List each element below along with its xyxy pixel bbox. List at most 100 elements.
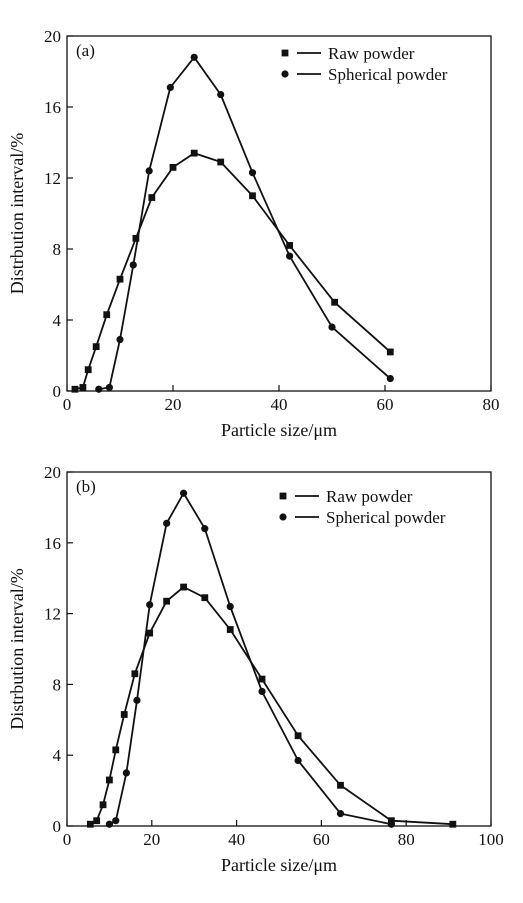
x-tick-label: 20 bbox=[165, 395, 182, 414]
data-point-circle bbox=[116, 335, 124, 344]
series-line-spherical bbox=[98, 56, 391, 391]
data-point-square bbox=[84, 366, 92, 374]
chart-panel-b: 0 20 40 60 80 100 0 4 8 12 16 20 Particle size/μm Dis… bbox=[7, 463, 504, 875]
data-point-square bbox=[106, 776, 113, 784]
data-point-circle bbox=[105, 383, 113, 392]
x-axis-label: Particle size/μm bbox=[221, 420, 337, 440]
data-point-circle bbox=[201, 525, 209, 533]
data-point-circle bbox=[133, 696, 141, 704]
data-point-square bbox=[337, 781, 344, 789]
data-point-circle bbox=[112, 817, 120, 825]
chart-panel-a: 0 20 40 60 80 0 4 8 12 16 20 Particle size/μm Distrb… bbox=[7, 27, 500, 440]
series-line-raw bbox=[74, 152, 391, 391]
data-point-square bbox=[201, 594, 209, 602]
data-point-square bbox=[103, 311, 111, 319]
legend-marker-square bbox=[279, 492, 287, 500]
data-point-square bbox=[131, 670, 139, 678]
x-tick-label: 0 bbox=[63, 830, 72, 849]
data-point-circle bbox=[190, 53, 198, 61]
y-tick-label: 16 bbox=[44, 98, 61, 117]
data-point-circle bbox=[387, 820, 395, 828]
x-axis-label: Particle size/μm bbox=[221, 855, 337, 875]
legend-marker-square bbox=[281, 49, 289, 57]
data-point-square bbox=[163, 597, 171, 605]
legend-label: Spherical powder bbox=[326, 508, 446, 527]
data-point-circle bbox=[328, 323, 336, 331]
panel-label: (a) bbox=[76, 41, 95, 60]
data-point-square bbox=[258, 675, 266, 683]
x-tick-label: 80 bbox=[483, 395, 500, 414]
data-point-square bbox=[71, 385, 79, 393]
x-tick-label: 60 bbox=[377, 395, 394, 414]
data-point-square bbox=[79, 384, 87, 391]
data-point-circle bbox=[166, 83, 174, 92]
y-axis-label: Distrbution interval/% bbox=[7, 133, 27, 294]
y-tick-label: 4 bbox=[53, 311, 62, 330]
data-point-square bbox=[190, 149, 198, 157]
data-point-circle bbox=[146, 601, 154, 609]
data-point-square bbox=[449, 820, 457, 828]
data-point-circle bbox=[386, 374, 394, 383]
legend-label: Spherical powder bbox=[328, 65, 448, 84]
data-point-circle bbox=[336, 810, 345, 818]
data-point-square bbox=[112, 746, 120, 754]
series-line-spherical bbox=[108, 492, 392, 826]
data-point-square bbox=[146, 629, 154, 637]
data-point-circle bbox=[226, 602, 234, 611]
data-point-square bbox=[148, 194, 156, 201]
data-point-circle bbox=[258, 687, 266, 696]
data-point-circle bbox=[180, 489, 188, 497]
legend-marker-circle bbox=[281, 70, 289, 78]
panel-label: (b) bbox=[76, 477, 96, 496]
legend-label: Raw powder bbox=[326, 487, 413, 506]
y-tick-label: 8 bbox=[53, 240, 62, 259]
data-point-square bbox=[120, 711, 128, 718]
data-point-square bbox=[386, 348, 394, 356]
data-point-square bbox=[226, 626, 234, 633]
data-point-square bbox=[180, 583, 187, 591]
y-tick-label: 20 bbox=[44, 27, 61, 46]
legend-label: Raw powder bbox=[328, 44, 415, 63]
data-point-circle bbox=[122, 769, 130, 777]
data-point-square bbox=[294, 732, 302, 740]
data-point-square bbox=[116, 275, 124, 283]
data-point-circle bbox=[105, 820, 113, 828]
x-tick-label: 100 bbox=[478, 830, 504, 849]
y-tick-label: 0 bbox=[53, 817, 62, 836]
y-tick-label: 20 bbox=[44, 463, 61, 482]
data-point-square bbox=[86, 820, 94, 828]
data-point-square bbox=[217, 158, 225, 166]
data-point-circle bbox=[217, 90, 225, 99]
data-point-square bbox=[92, 343, 100, 351]
x-tick-label: 40 bbox=[228, 830, 245, 849]
data-point-square bbox=[169, 163, 177, 171]
y-tick-label: 12 bbox=[44, 169, 61, 188]
data-point-circle bbox=[129, 261, 137, 269]
x-tick-label: 0 bbox=[63, 395, 72, 414]
y-tick-label: 12 bbox=[44, 605, 61, 624]
legend-marker-circle bbox=[279, 513, 287, 521]
y-tick-label: 4 bbox=[53, 746, 62, 765]
series-line-raw bbox=[89, 586, 453, 826]
data-point-circle bbox=[95, 385, 103, 393]
data-point-circle bbox=[163, 519, 171, 527]
x-tick-label: 60 bbox=[313, 830, 330, 849]
plot-frame bbox=[66, 35, 492, 392]
data-point-square bbox=[132, 234, 140, 242]
plot-frame bbox=[66, 471, 492, 827]
data-point-square bbox=[93, 817, 101, 825]
data-point-circle bbox=[248, 169, 257, 177]
x-tick-label: 40 bbox=[271, 395, 288, 414]
data-point-square bbox=[249, 192, 256, 200]
x-tick-label: 20 bbox=[143, 830, 160, 849]
data-point-circle bbox=[145, 167, 153, 175]
data-point-circle bbox=[286, 252, 294, 260]
data-point-square bbox=[286, 242, 293, 249]
y-tick-label: 8 bbox=[53, 675, 62, 694]
y-tick-label: 0 bbox=[53, 382, 62, 401]
data-point-square bbox=[99, 801, 107, 809]
y-axis-label: Distrbution interval/% bbox=[7, 568, 27, 729]
data-point-circle bbox=[294, 756, 302, 765]
x-tick-label: 80 bbox=[398, 830, 415, 849]
